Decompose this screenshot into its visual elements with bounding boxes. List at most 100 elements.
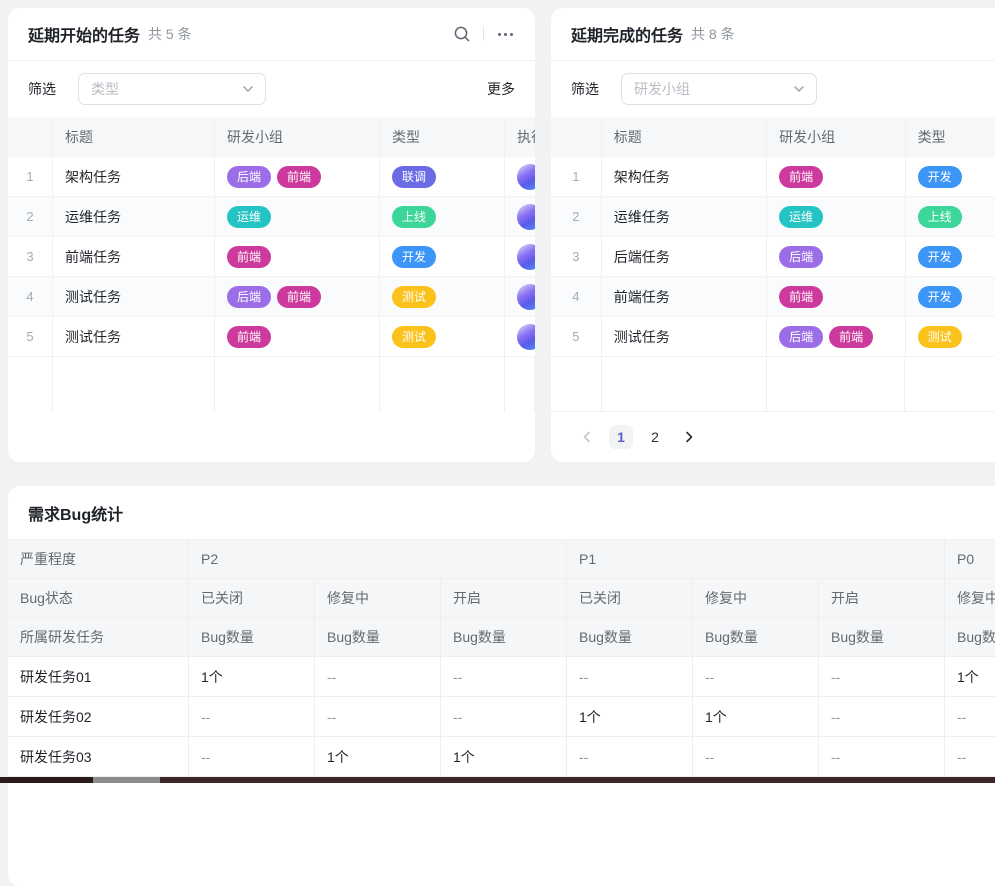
table-row[interactable]: 2 运维任务 运维 上线 [8,197,535,237]
task-title: 后端任务 [602,237,768,276]
count-label: Bug数量 [441,618,567,657]
type-tag: 开发 [917,165,962,188]
count-label: Bug数量 [189,618,315,657]
window-edge-strip [0,777,995,783]
task-name: 研发任务01 [8,657,189,697]
col-type: 类型 [906,117,995,157]
row-index: 3 [551,237,602,276]
panel-header: 需求Bug统计 [8,486,995,540]
task-title: 运维任务 [53,197,215,236]
count-label: Bug数量 [315,618,441,657]
status-cell: 修复中 [315,579,441,618]
bug-count: -- [819,697,945,737]
row-index: 4 [8,277,53,316]
panel-delayed-start: 延期开始的任务 共 5 条 筛选 类型 更多 标题 研发小组 类型 执行者 [8,8,535,462]
col-group: 研发小组 [215,117,380,157]
status-cell: 开启 [441,579,567,618]
bug-row[interactable]: 研发任务03 -- 1个 1个 -- -- -- -- [8,737,995,777]
count-label: Bug数量 [945,618,995,657]
bug-count: -- [567,737,693,777]
group-tag: 后端 [227,285,272,308]
type-tag: 上线 [917,205,962,228]
executor-avatar [517,203,535,230]
col-executor: 执行者 [517,129,535,145]
task-title: 测试任务 [53,277,215,316]
bug-row[interactable]: 研发任务02 -- -- -- 1个 1个 -- -- [8,697,995,737]
bug-table-header: 严重程度 P2 P1 P0 Bug状态 已关闭 修复中 开启 已关闭 修复中 开… [8,540,995,657]
panel-title: 延期开始的任务 [28,28,141,45]
chevron-down-icon [243,86,253,92]
col-group: 研发小组 [767,117,906,157]
table-row[interactable]: 2 运维任务 运维 上线 [551,197,995,237]
table-row[interactable]: 4 前端任务 前端 开发 [551,277,995,317]
bug-count: -- [189,697,315,737]
filter-label: 筛选 [28,81,56,97]
bug-table-body: 研发任务01 1个 -- -- -- -- -- 1个 研发任务02 -- --… [8,657,995,777]
row-index: 3 [8,237,53,276]
table-row[interactable]: 1 架构任务 前端 开发 [551,157,995,197]
task-title: 运维任务 [602,197,768,236]
panel-header: 延期完成的任务 共 8 条 [551,8,995,61]
task-title: 前端任务 [53,237,215,276]
group-tag: 前端 [829,325,874,348]
bug-count: -- [567,657,693,697]
record-count: 共 8 条 [691,26,735,42]
page-button-2[interactable]: 2 [651,428,659,445]
group-tag: 运维 [227,205,272,228]
row-index: 2 [8,197,53,236]
more-filters-link[interactable]: 更多 [487,81,515,97]
empty-row [551,357,995,412]
type-tag: 联调 [392,165,437,188]
task-title: 架构任务 [602,157,768,196]
group-tag: 前端 [779,165,824,188]
row-index: 4 [551,277,602,316]
severity-p0: P0 [945,540,995,579]
bug-count: 1个 [567,697,693,737]
count-label: Bug数量 [819,618,945,657]
col-title: 标题 [53,117,215,157]
bug-count: -- [441,657,567,697]
bug-count: -- [693,657,819,697]
group-tag: 后端 [227,165,272,188]
group-tag: 前端 [277,165,322,188]
group-tag: 前端 [277,285,322,308]
filter-bar: 筛选 研发小组 [551,61,995,117]
bug-count: -- [441,697,567,737]
bug-row[interactable]: 研发任务01 1个 -- -- -- -- -- 1个 [8,657,995,697]
table-header-row: 标题 研发小组 类型 执行者 [551,117,995,157]
status-cell: 修复中 [945,579,995,618]
table-row[interactable]: 5 测试任务 后端 前端 测试 [551,317,995,357]
table-row[interactable]: 4 测试任务 后端 前端 测试 [8,277,535,317]
page-button-1[interactable]: 1 [609,424,633,449]
task-title: 测试任务 [53,317,215,356]
next-page-icon[interactable] [677,425,701,449]
more-menu-icon[interactable] [492,21,518,47]
status-cell: 已关闭 [567,579,693,618]
bug-count: 1个 [315,737,441,777]
status-label: Bug状态 [8,579,189,618]
bug-count: -- [189,737,315,777]
table-row[interactable]: 5 测试任务 前端 测试 [8,317,535,357]
window: { "colors": { "accent": "#5b5fd6" }, "le… [0,8,995,886]
type-filter-select[interactable]: 类型 [78,73,266,105]
table-row[interactable]: 1 架构任务 后端 前端 联调 [8,157,535,197]
executor-avatar [517,283,535,310]
table-row[interactable]: 3 后端任务 后端 开发 [551,237,995,277]
group-filter-select[interactable]: 研发小组 [621,73,817,105]
bug-count: 1个 [945,657,995,697]
table-header-row: 标题 研发小组 类型 执行者 [8,117,535,157]
empty-row [8,357,535,412]
prev-page-icon[interactable] [575,425,599,449]
task-name: 研发任务03 [8,737,189,777]
table-row[interactable]: 3 前端任务 前端 开发 [8,237,535,277]
chevron-down-icon [794,86,804,92]
panel-bug-stats: 需求Bug统计 严重程度 P2 P1 P0 Bug状态 已关闭 修复中 开启 已… [8,486,995,886]
panel-delayed-finish: 延期完成的任务 共 8 条 筛选 研发小组 标题 研发小组 类型 执行者 [551,8,995,462]
row-index: 2 [551,197,602,236]
group-tag: 前端 [227,245,272,268]
bug-count: -- [693,737,819,777]
bug-count: 1个 [189,657,315,697]
type-tag: 开发 [392,245,437,268]
search-icon[interactable] [449,21,475,47]
count-label: Bug数量 [567,618,693,657]
